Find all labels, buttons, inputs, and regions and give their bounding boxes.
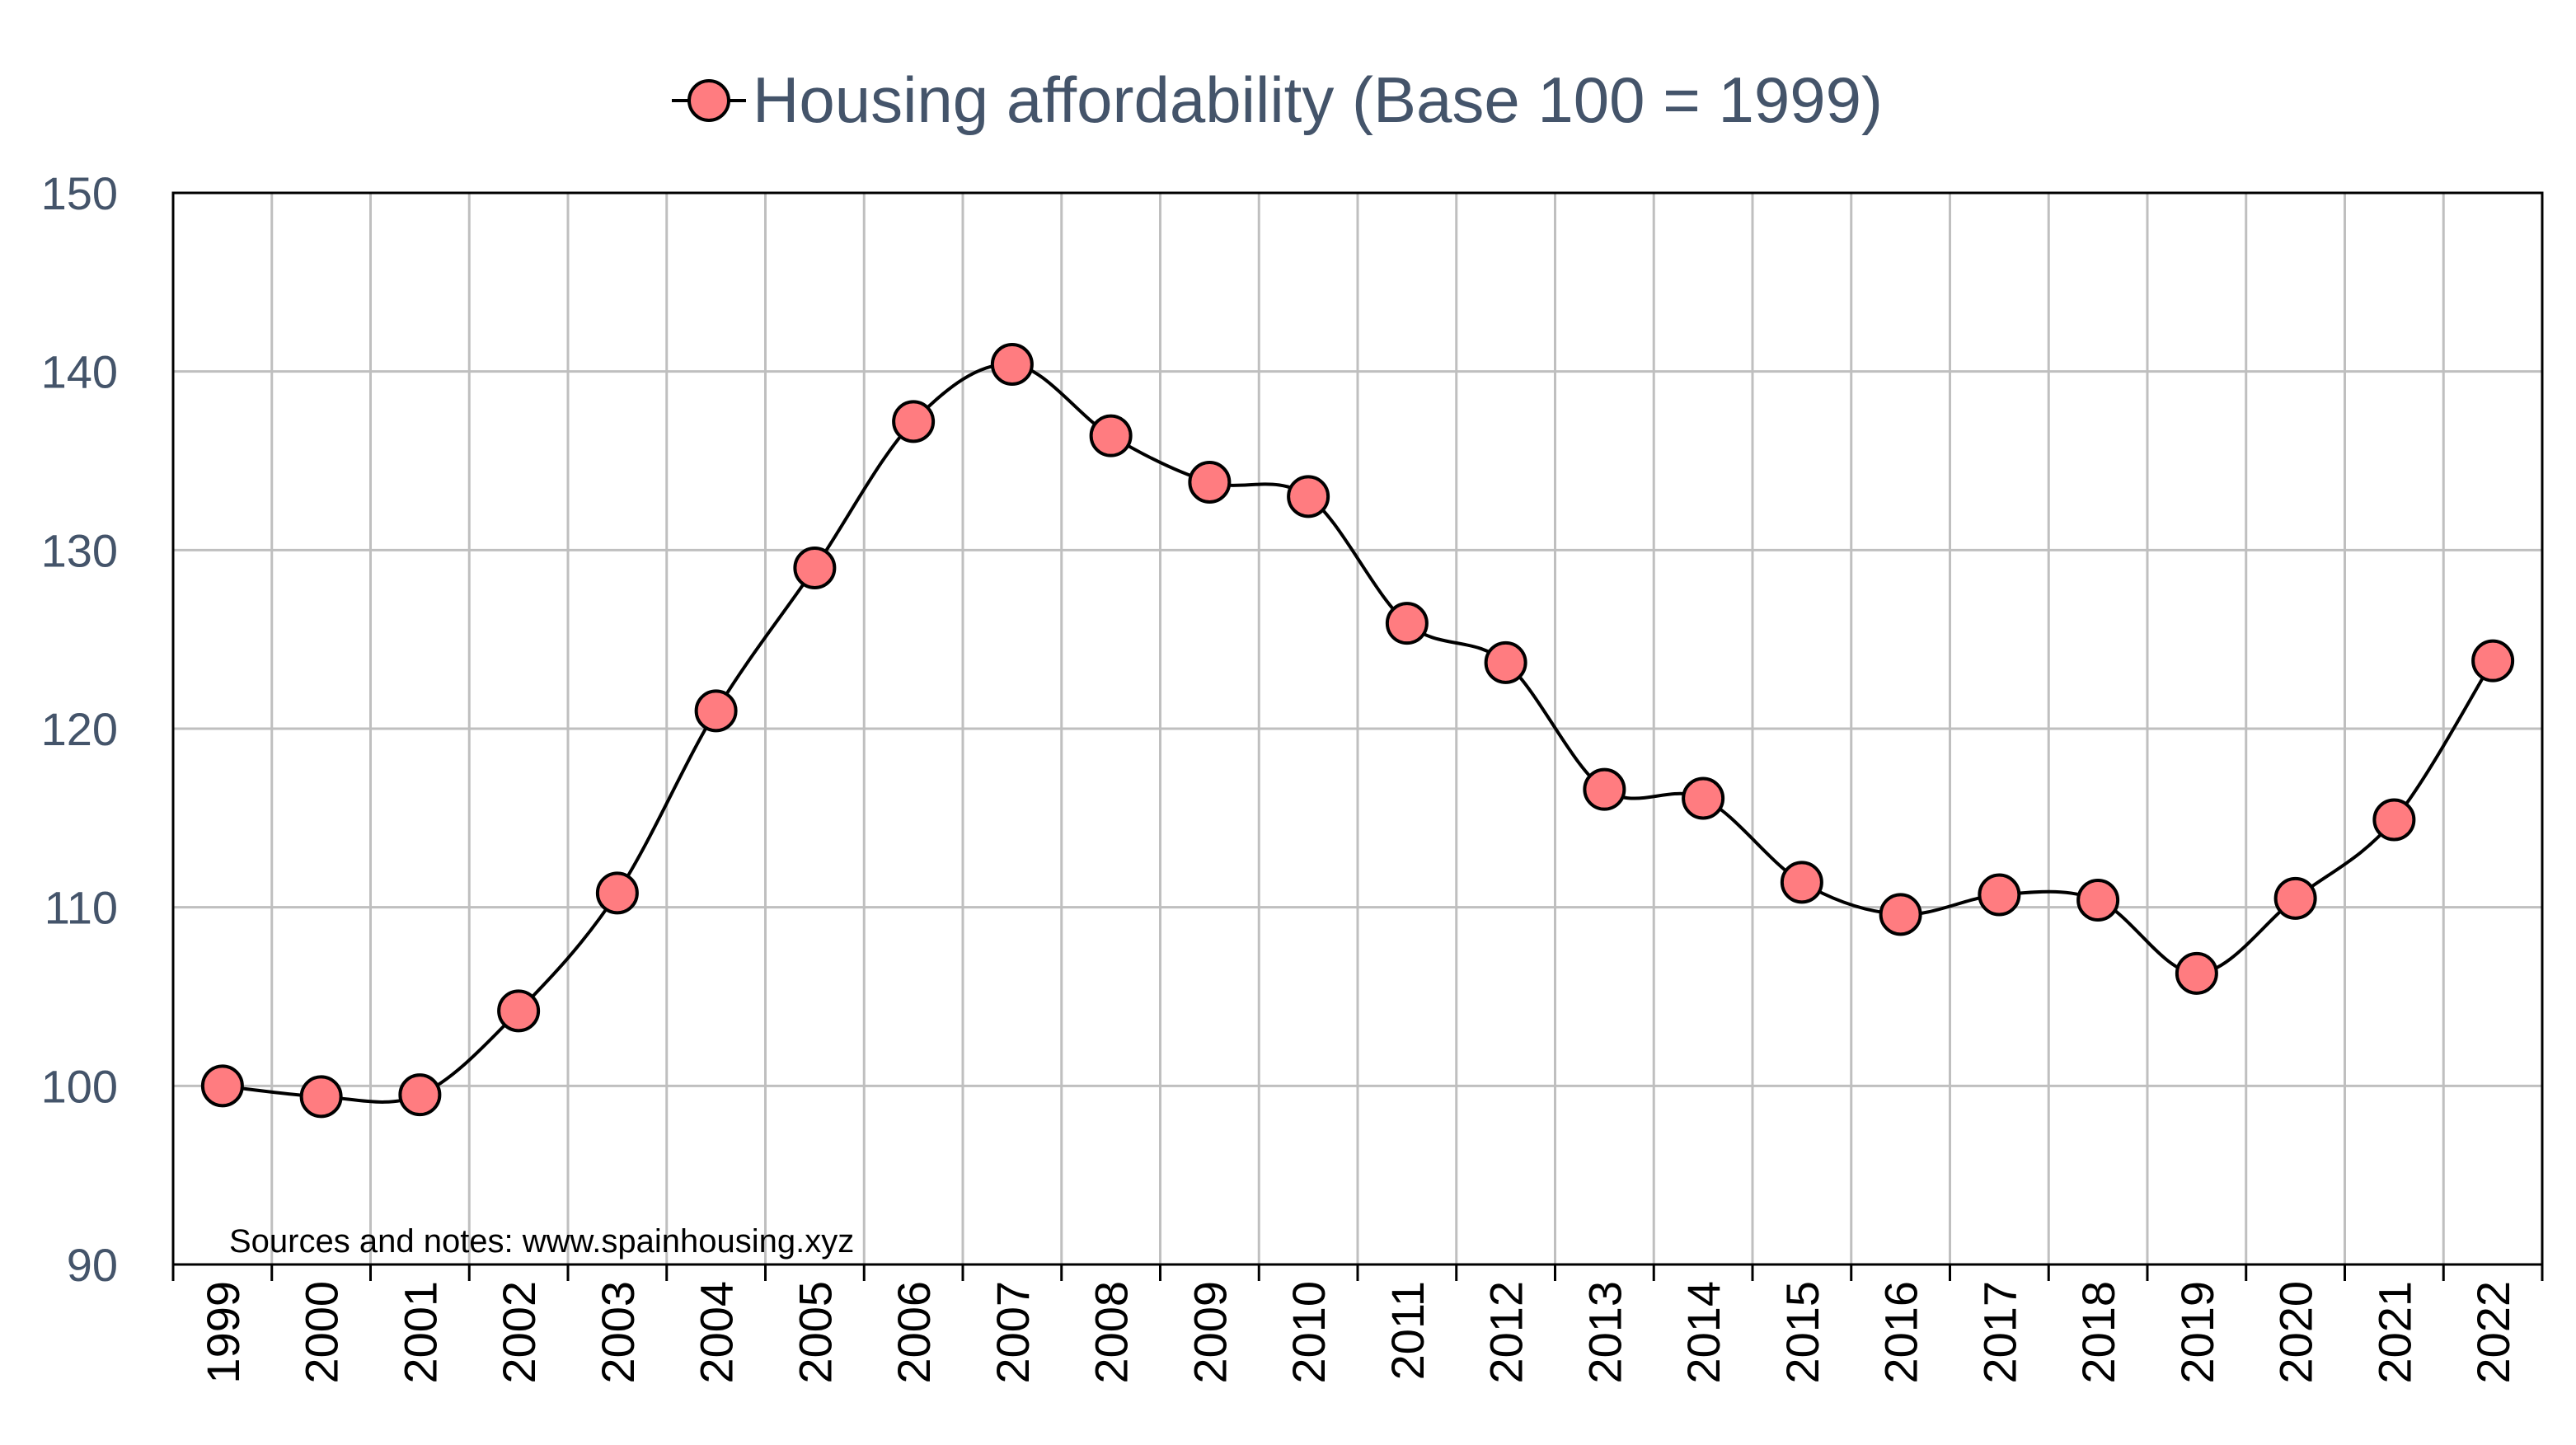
data-point-2011: [1385, 602, 1429, 645]
chart-title: Housing affordability (Base 100 = 1999): [672, 63, 1883, 136]
x-tick-label: 2014: [1677, 1281, 1729, 1384]
x-tick-label: 2020: [2270, 1281, 2322, 1384]
y-tick-label: 120: [41, 703, 118, 755]
data-point-2009: [1188, 461, 1232, 504]
x-tick-label: 2017: [1973, 1281, 2025, 1384]
x-tick-label: 2011: [1382, 1281, 1433, 1380]
x-tick-label: 2003: [592, 1281, 644, 1384]
x-tick-label: 2005: [789, 1281, 841, 1384]
data-point-2022: [2471, 639, 2515, 683]
data-point-2008: [1089, 414, 1133, 457]
x-tick-label: 2004: [691, 1281, 743, 1384]
legend-marker-icon: [687, 79, 730, 122]
x-axis: 1999 2000 2001 2002 2003 2004 2005 2006 2007 2008…: [171, 1264, 2544, 1384]
x-tick-label: 1999: [197, 1281, 249, 1384]
data-point-2014: [1682, 776, 1725, 820]
x-tick-label: 2018: [2072, 1281, 2124, 1384]
y-tick-label: 130: [41, 524, 118, 576]
x-tick-label: 2012: [1480, 1281, 1532, 1384]
x-tick-label: 2008: [1086, 1281, 1138, 1384]
x-tick-label: 2006: [888, 1281, 940, 1384]
data-point-2019: [2175, 951, 2218, 995]
x-tick-label: 2022: [2467, 1281, 2519, 1384]
data-point-2020: [2273, 876, 2317, 920]
data-point-2021: [2372, 798, 2416, 842]
data-point-2012: [1484, 640, 1527, 684]
x-tick-label: 2016: [1875, 1281, 1927, 1384]
source-note: Sources and notes: www.spainhousing.xyz: [229, 1223, 854, 1260]
chart-title-text: Housing affordability (Base 100 = 1999): [753, 63, 1883, 136]
data-point-2003: [595, 871, 639, 915]
x-tick-label: 2019: [2171, 1281, 2223, 1384]
data-point-2004: [694, 689, 738, 733]
x-tick-label: 2002: [493, 1281, 545, 1384]
data-point-2001: [398, 1073, 442, 1117]
x-tick-label: 2015: [1776, 1281, 1828, 1384]
y-axis: 90 100 110 120 130 140 150: [41, 167, 118, 1291]
data-point-2002: [497, 989, 541, 1033]
x-tick-label: 2000: [296, 1281, 348, 1384]
data-point-2000: [299, 1075, 343, 1119]
data-point-2016: [1879, 893, 1922, 936]
gridlines: [173, 193, 2542, 1264]
x-tick-label: 2001: [394, 1281, 446, 1384]
y-tick-label: 140: [41, 346, 118, 398]
y-tick-label: 100: [41, 1060, 118, 1112]
data-point-2007: [990, 343, 1034, 386]
data-point-2005: [793, 547, 837, 589]
y-tick-label: 110: [45, 882, 118, 934]
data-point-2017: [1978, 873, 2021, 917]
x-tick-label: 2010: [1283, 1281, 1335, 1384]
series-markers: [200, 343, 2515, 1119]
data-point-2010: [1287, 475, 1330, 518]
x-tick-label: 2009: [1184, 1281, 1236, 1384]
x-tick-label: 2007: [987, 1281, 1039, 1384]
data-point-2015: [1780, 861, 1823, 904]
x-tick-label: 2013: [1579, 1281, 1631, 1384]
data-point-2018: [2076, 879, 2120, 922]
y-tick-label: 90: [67, 1239, 118, 1291]
data-point-1999: [200, 1064, 244, 1108]
y-tick-label: 150: [41, 167, 118, 219]
data-point-2006: [892, 400, 936, 443]
x-tick-label: 2021: [2368, 1281, 2420, 1384]
data-point-2013: [1583, 767, 1626, 811]
